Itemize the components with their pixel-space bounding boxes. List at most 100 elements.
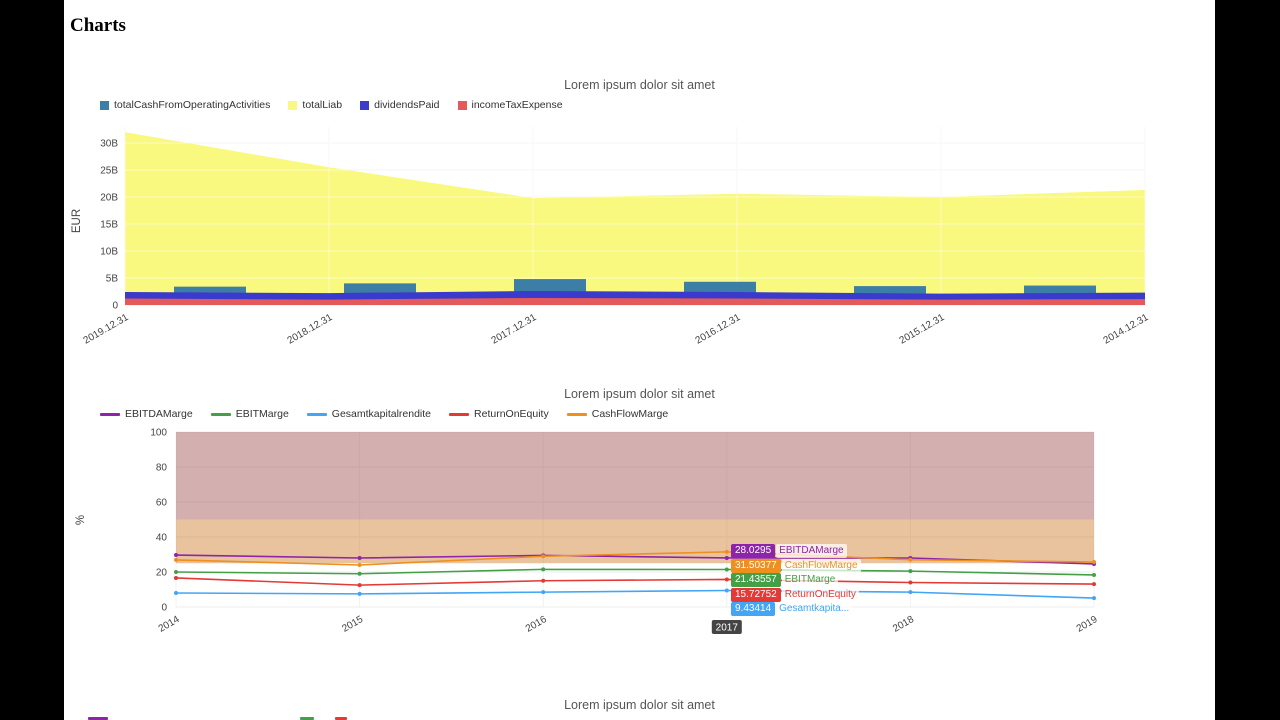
chart-section-margins: Lorem ipsum dolor sit amet EBITDAMarge EB… bbox=[64, 383, 1215, 645]
area-series[interactable] bbox=[125, 132, 1145, 305]
line-series[interactable] bbox=[175, 551, 1095, 566]
y-tick-label: 30B bbox=[100, 139, 118, 150]
legend-label: incomeTaxExpense bbox=[471, 99, 563, 111]
data-point[interactable] bbox=[174, 575, 178, 580]
x-tick-label: 2014.12.31 bbox=[1102, 312, 1151, 347]
data-point[interactable] bbox=[174, 570, 178, 574]
y-tick-label: 40 bbox=[156, 533, 168, 544]
line-series[interactable] bbox=[175, 568, 1095, 576]
data-point[interactable] bbox=[1092, 596, 1096, 601]
data-point[interactable] bbox=[541, 578, 546, 583]
legend-marker-sq bbox=[288, 100, 298, 110]
legend-marker-ln bbox=[210, 412, 231, 416]
y-axis-title: % bbox=[75, 515, 87, 525]
data-point[interactable] bbox=[908, 569, 913, 574]
chart-title: Lorem ipsum dolor sit amet bbox=[564, 698, 715, 712]
chart-section-bottom-clipped: Lorem ipsum dolor sit amet bbox=[64, 692, 1215, 720]
data-point[interactable] bbox=[541, 567, 546, 572]
data-point[interactable] bbox=[908, 557, 913, 562]
line-series[interactable] bbox=[175, 577, 1095, 586]
charts-page: Charts Lorem ipsum dolor sit amet totalC… bbox=[64, 0, 1215, 720]
legend-marker-ln bbox=[100, 412, 120, 416]
legend-item[interactable]: Gesamtkapitalrendite bbox=[306, 408, 432, 420]
right-black-margin bbox=[1215, 0, 1280, 720]
x-tick-label: 2016.12.31 bbox=[694, 312, 743, 347]
chart-section-balance-values: Lorem ipsum dolor sit amet totalCashFrom… bbox=[64, 70, 1215, 375]
legend-label: totalCashFromOperatingActivities bbox=[114, 99, 271, 111]
data-point[interactable] bbox=[357, 583, 362, 588]
chart-legend-clipped bbox=[64, 714, 1215, 720]
legend-item[interactable]: dividendsPaid bbox=[360, 99, 440, 111]
data-point[interactable] bbox=[357, 571, 362, 576]
data-point[interactable] bbox=[174, 591, 178, 595]
line-series[interactable] bbox=[175, 554, 1095, 565]
legend-marker-sq bbox=[360, 100, 370, 110]
data-point[interactable] bbox=[1092, 582, 1096, 587]
data-point[interactable] bbox=[541, 554, 546, 559]
legend-label: EBITDAMarge bbox=[125, 408, 193, 420]
legend-marker-line[interactable] bbox=[335, 717, 347, 720]
legend-label: ReturnOnEquity bbox=[474, 408, 549, 420]
legend-marker-sq bbox=[100, 100, 109, 110]
x-tick-label: 2019 bbox=[1075, 614, 1100, 635]
area-bar-chart[interactable]: 0 5B 10B 15B 20B 25B 30B 2019.12.31 2018.12.31 20… bbox=[64, 116, 1215, 371]
chart-title: Lorem ipsum dolor sit amet bbox=[564, 387, 715, 401]
chart-title: Lorem ipsum dolor sit amet bbox=[564, 78, 715, 92]
reference-band bbox=[176, 432, 1094, 520]
legend-marker-line[interactable] bbox=[88, 717, 108, 720]
data-point[interactable] bbox=[724, 567, 729, 572]
data-point[interactable] bbox=[174, 553, 178, 558]
legend-marker-sq bbox=[457, 100, 467, 110]
legend-label: totalLiab bbox=[302, 99, 343, 111]
line-series[interactable] bbox=[175, 589, 1095, 599]
data-point[interactable] bbox=[908, 580, 913, 585]
legend-label: dividendsPaid bbox=[374, 99, 440, 111]
y-tick-label: 20 bbox=[156, 568, 168, 579]
data-point[interactable] bbox=[1092, 560, 1096, 565]
legend-item[interactable]: incomeTaxExpense bbox=[457, 99, 563, 111]
legend-marker-ln bbox=[449, 412, 470, 416]
chart-legend: totalCashFromOperatingActivities totalLia… bbox=[100, 99, 1215, 111]
legend-item[interactable]: totalLiab bbox=[288, 99, 342, 111]
x-tick-label: 2015 bbox=[340, 614, 365, 635]
legend-marker-ln bbox=[306, 412, 327, 416]
legend-item[interactable]: CashFlowMarge bbox=[566, 408, 668, 420]
data-point[interactable] bbox=[541, 590, 546, 595]
x-hover-tooltip-label: 2017 bbox=[716, 623, 739, 634]
chart-legend: EBITDAMarge EBITMarge Gesamtkapitalrendite… bbox=[100, 408, 1215, 420]
legend-item[interactable]: ReturnOnEquity bbox=[449, 408, 549, 420]
legend-item[interactable]: EBITMarge bbox=[210, 408, 289, 420]
data-point[interactable] bbox=[908, 590, 913, 595]
legend-marker-ln bbox=[566, 412, 587, 416]
data-point[interactable] bbox=[724, 549, 729, 554]
x-hover-tooltip-box bbox=[711, 620, 742, 634]
y-tick-label: 10B bbox=[100, 247, 118, 258]
y-tick-label: 25B bbox=[100, 166, 118, 177]
x-tick-label: 2016 bbox=[524, 614, 549, 635]
data-point[interactable] bbox=[1092, 572, 1096, 577]
x-tick-label: 2019.12.31 bbox=[82, 312, 131, 347]
data-point[interactable] bbox=[724, 577, 729, 582]
legend-item[interactable]: EBITDAMarge bbox=[100, 408, 193, 420]
legend-item[interactable]: totalCashFromOperatingActivities bbox=[100, 99, 270, 111]
data-point[interactable] bbox=[357, 556, 362, 560]
data-point[interactable] bbox=[174, 557, 178, 562]
legend-marker-line[interactable] bbox=[300, 717, 314, 720]
line-chart[interactable]: 0 20 40 60 80 100 2014 2015 2016 2018 2019 2017% bbox=[64, 425, 1215, 641]
x-tick-label: 2018 bbox=[891, 614, 916, 635]
x-tick-label: 2018.12.31 bbox=[286, 312, 335, 347]
legend-label: Gesamtkapitalrendite bbox=[331, 408, 432, 420]
x-tick-label: 2014 bbox=[157, 614, 182, 635]
y-tick-label: 15B bbox=[100, 220, 118, 231]
y-tick-label: 20B bbox=[100, 193, 118, 204]
data-point[interactable] bbox=[724, 555, 729, 560]
x-tick-label: 2015.12.31 bbox=[898, 312, 947, 347]
y-tick-label: 0 bbox=[112, 301, 118, 312]
data-point[interactable] bbox=[357, 591, 362, 596]
y-tick-label: 0 bbox=[161, 603, 167, 614]
data-point[interactable] bbox=[724, 588, 729, 593]
data-point[interactable] bbox=[357, 563, 362, 567]
y-tick-label: 100 bbox=[150, 428, 167, 439]
area-series[interactable] bbox=[125, 297, 1145, 305]
